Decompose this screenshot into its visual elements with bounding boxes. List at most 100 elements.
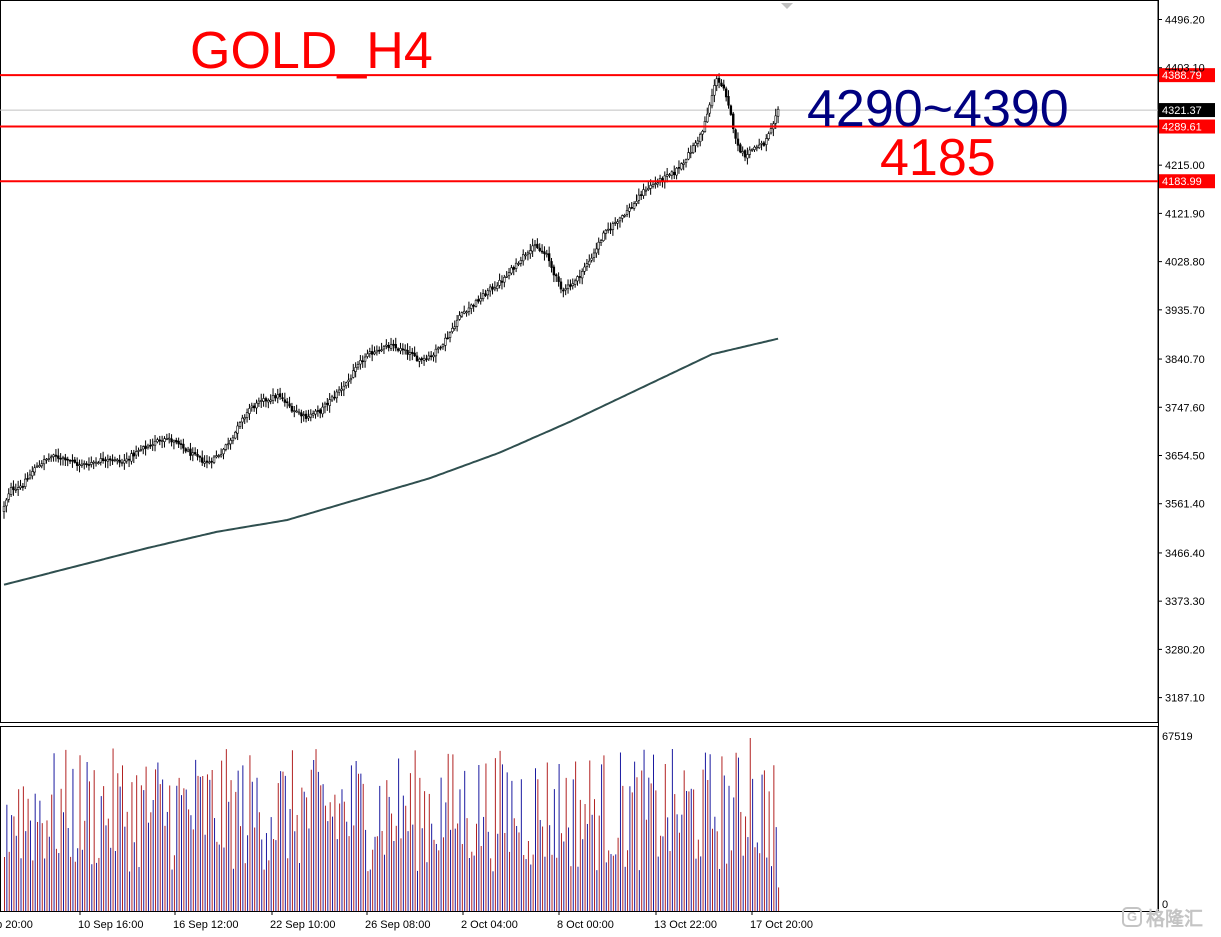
candle bbox=[94, 457, 98, 467]
candle-body-up bbox=[42, 459, 46, 465]
candle-body-up bbox=[529, 250, 532, 255]
candle-body-up bbox=[9, 487, 13, 495]
candle bbox=[677, 160, 681, 174]
candle-body-up bbox=[208, 461, 211, 464]
candle-body-down bbox=[378, 349, 381, 352]
price-tick-label: 3840.70 bbox=[1165, 354, 1205, 366]
candle bbox=[156, 437, 159, 444]
candle-body-up bbox=[689, 151, 692, 154]
candle-body-up bbox=[566, 284, 570, 289]
candle bbox=[505, 271, 508, 279]
candle bbox=[361, 355, 364, 368]
candle bbox=[205, 455, 209, 469]
candle-body-up bbox=[222, 448, 225, 455]
candle-body-up bbox=[564, 288, 567, 291]
candle bbox=[248, 403, 251, 421]
candle bbox=[621, 214, 624, 223]
price-tick-label: 4403.10 bbox=[1165, 63, 1205, 75]
candle-body-down bbox=[743, 150, 747, 158]
candle-body-down bbox=[569, 284, 572, 287]
candle bbox=[630, 202, 633, 210]
candle bbox=[385, 339, 388, 350]
candle-body-down bbox=[264, 398, 268, 402]
candle-body-up bbox=[623, 214, 626, 217]
candle-body-up bbox=[123, 460, 126, 464]
candle-body-up bbox=[380, 349, 383, 351]
candle-body-up bbox=[467, 307, 471, 312]
candle-body-up bbox=[94, 461, 98, 464]
candle bbox=[165, 433, 169, 441]
candle-body-up bbox=[267, 399, 270, 403]
candle-body-up bbox=[765, 138, 768, 145]
candle-body-up bbox=[510, 267, 513, 274]
candle bbox=[743, 149, 747, 162]
candle bbox=[64, 453, 67, 466]
candle bbox=[255, 399, 258, 415]
candle bbox=[484, 289, 487, 297]
candle-body-down bbox=[500, 280, 504, 283]
candle bbox=[319, 408, 322, 419]
candle bbox=[538, 243, 541, 253]
candle bbox=[21, 483, 25, 491]
candle-body-up bbox=[363, 356, 367, 362]
candle bbox=[9, 482, 13, 498]
candle-body-up bbox=[455, 319, 459, 327]
candle bbox=[151, 438, 154, 451]
candle-body-up bbox=[602, 232, 605, 241]
candle bbox=[722, 79, 726, 91]
candle-body-up bbox=[481, 293, 485, 300]
candle-body-up bbox=[521, 254, 525, 262]
candle bbox=[739, 142, 742, 154]
candle-body-up bbox=[78, 464, 81, 467]
candle bbox=[83, 460, 86, 470]
candle bbox=[389, 337, 393, 352]
candle-body-down bbox=[472, 305, 475, 307]
candle-body-up bbox=[496, 285, 499, 289]
candle-body-up bbox=[31, 471, 34, 477]
candle bbox=[241, 414, 244, 430]
candle-body-up bbox=[592, 252, 596, 258]
candle-body-down bbox=[304, 413, 308, 419]
candle-body-down bbox=[290, 405, 294, 412]
candle-body-up bbox=[28, 474, 32, 479]
candle-body-up bbox=[479, 298, 482, 302]
candle bbox=[137, 447, 140, 457]
candle bbox=[772, 121, 775, 137]
candle bbox=[647, 181, 650, 192]
candle bbox=[401, 343, 405, 355]
candle-body-down bbox=[538, 247, 541, 251]
candle bbox=[732, 111, 735, 134]
level-label-box bbox=[1159, 174, 1215, 189]
candle bbox=[547, 246, 551, 267]
candle bbox=[769, 123, 773, 135]
candle bbox=[715, 74, 718, 92]
candle-body-up bbox=[19, 485, 22, 489]
candle-body-up bbox=[49, 456, 53, 459]
candle bbox=[498, 273, 501, 289]
candle-body-up bbox=[621, 215, 624, 219]
price-tick-label: 3561.40 bbox=[1165, 499, 1205, 511]
candle bbox=[337, 386, 341, 396]
candle-body-up bbox=[524, 254, 527, 257]
candle bbox=[713, 79, 716, 103]
candle bbox=[177, 437, 180, 448]
candle bbox=[219, 448, 223, 458]
volume-min-label: 0 bbox=[1162, 899, 1168, 911]
candle bbox=[625, 204, 629, 218]
candle bbox=[422, 354, 426, 366]
candle-body-down bbox=[288, 403, 291, 407]
candle bbox=[590, 253, 593, 263]
candle bbox=[597, 237, 600, 255]
candle-body-up bbox=[203, 461, 206, 464]
candle bbox=[40, 460, 43, 469]
candle-body-up bbox=[571, 283, 574, 287]
candle-body-up bbox=[120, 462, 124, 464]
candle bbox=[252, 402, 256, 412]
candle bbox=[757, 138, 761, 150]
candle-body-down bbox=[540, 250, 544, 253]
candle-body-up bbox=[514, 262, 518, 269]
candle-body-up bbox=[352, 370, 355, 378]
candle-body-down bbox=[630, 206, 633, 209]
candle bbox=[271, 388, 275, 404]
